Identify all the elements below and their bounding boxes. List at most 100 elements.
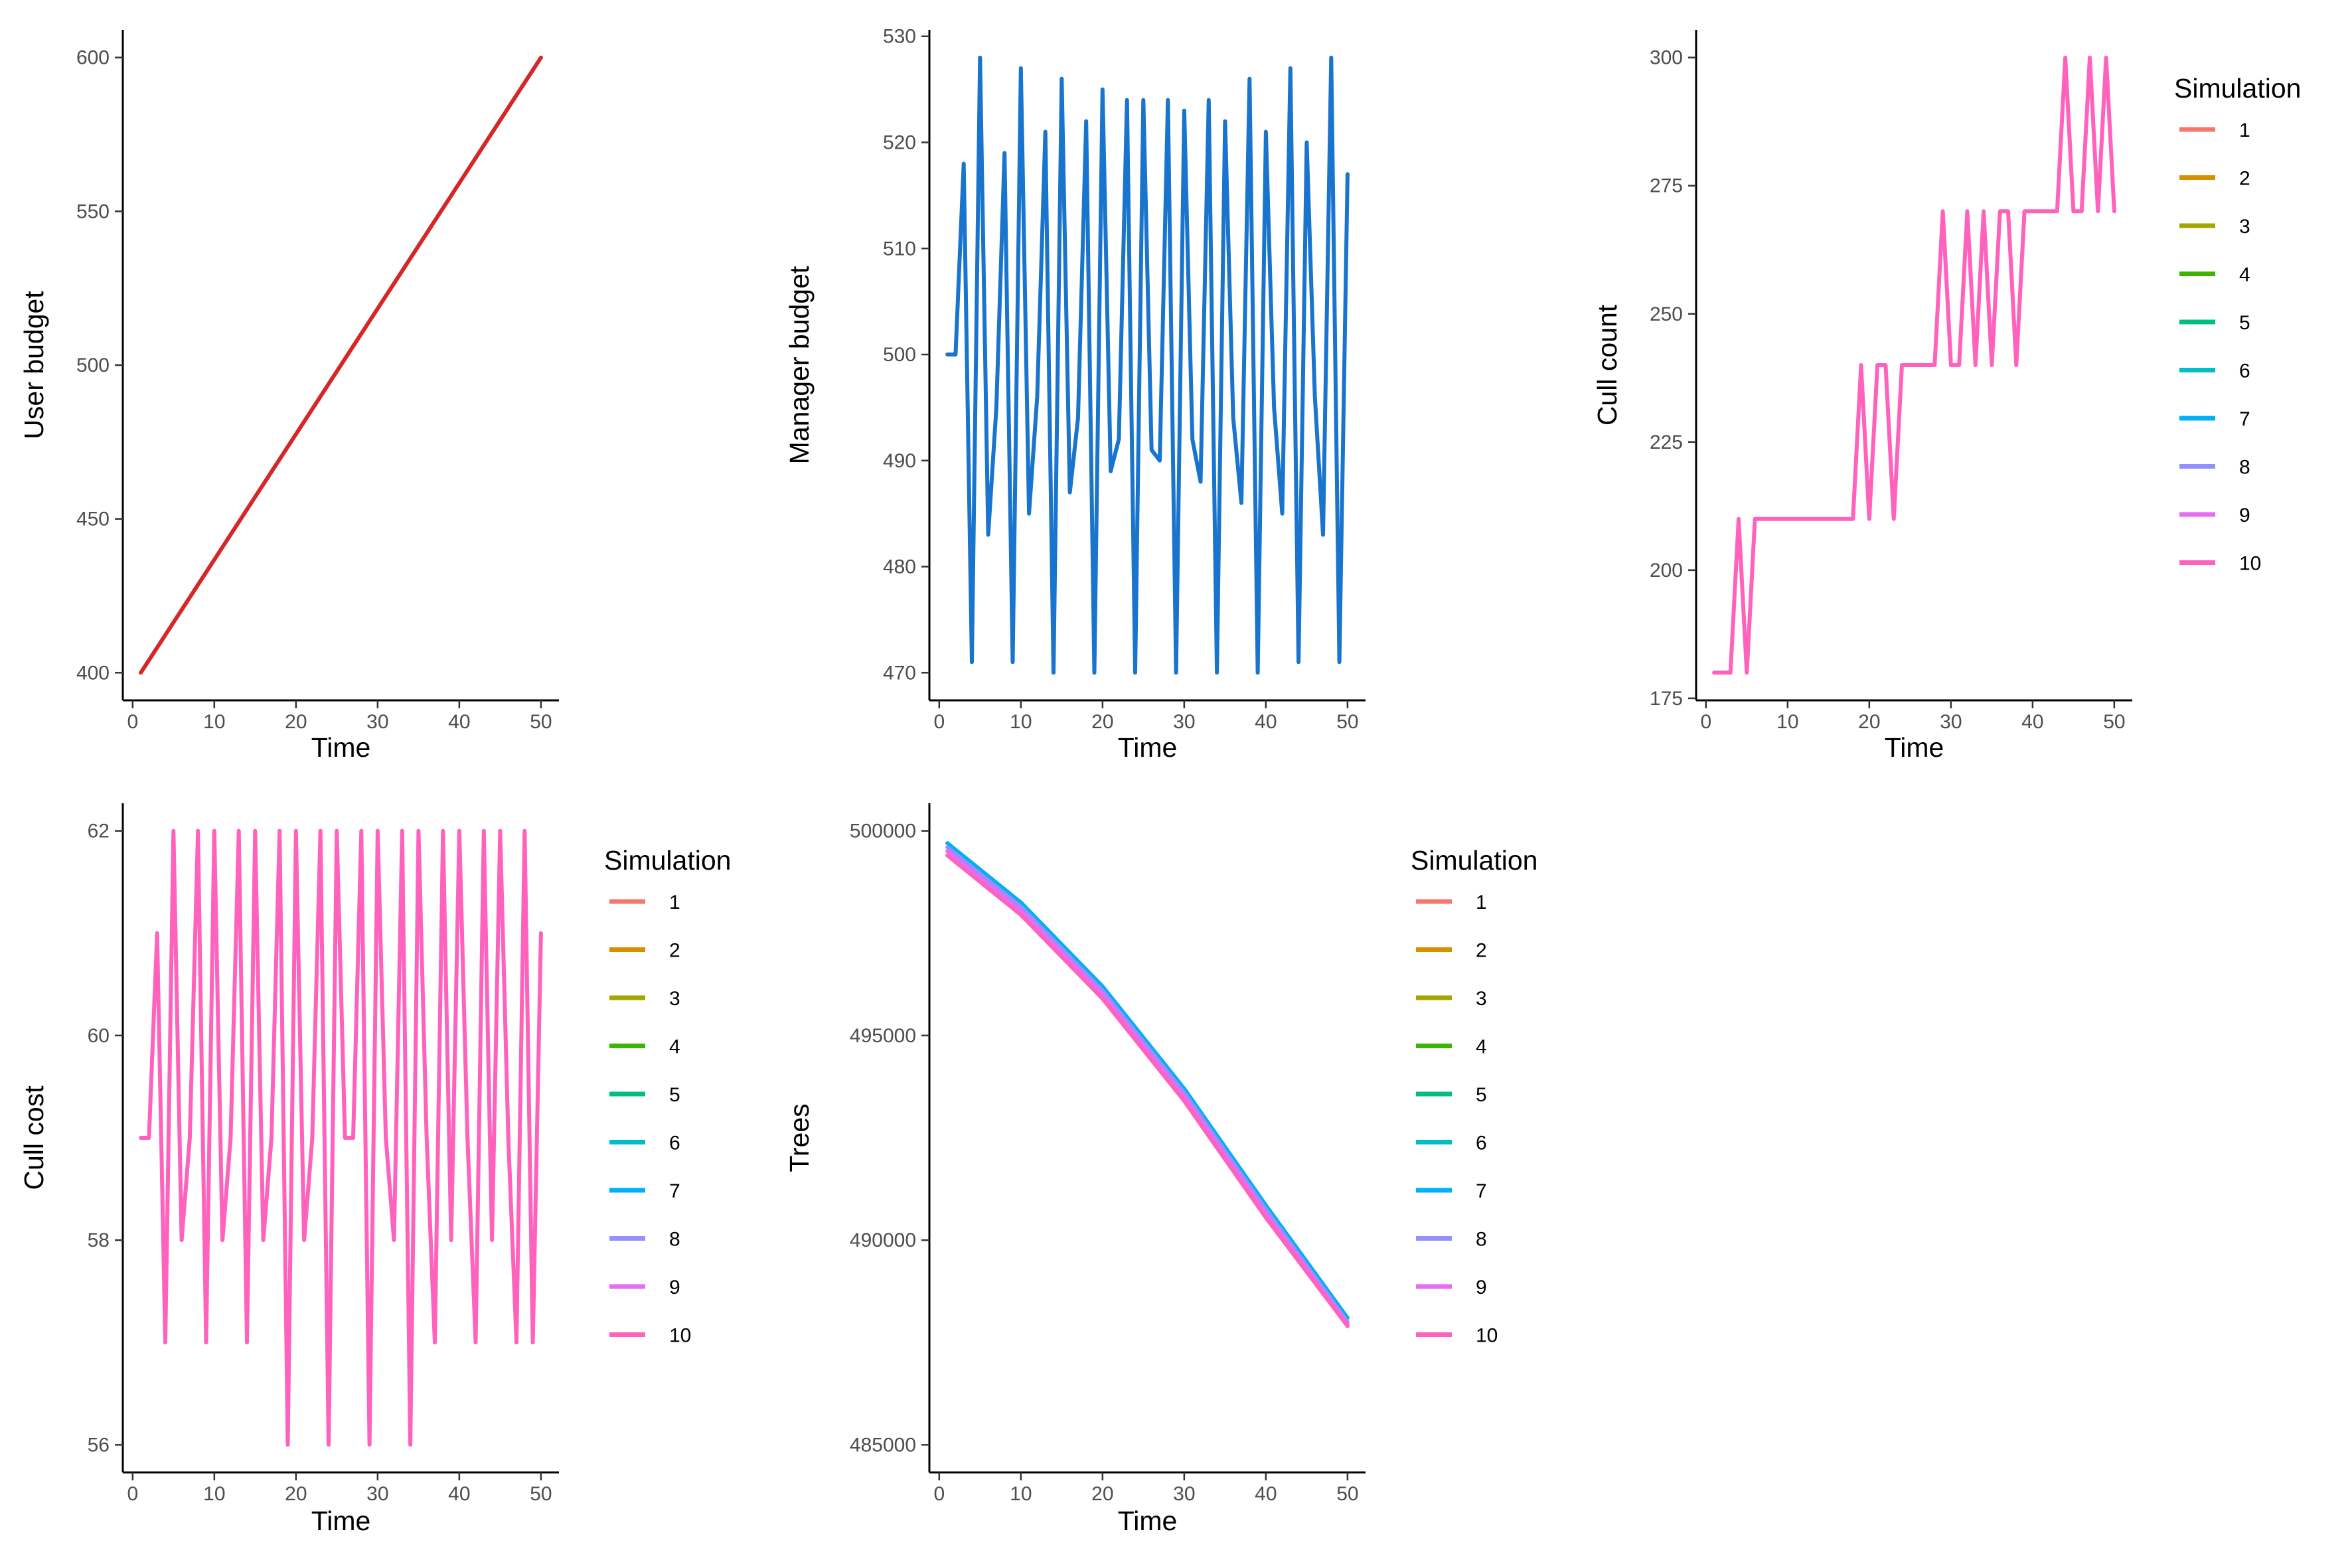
legend-label: 2 (2239, 168, 2250, 190)
series-line (945, 55, 1350, 675)
y-tick-label: 250 (1650, 303, 1683, 325)
legend-label: 7 (1476, 1180, 1487, 1202)
x-tick-label: 20 (285, 711, 307, 733)
legend-label: 3 (669, 988, 680, 1010)
legend-label: 5 (1476, 1084, 1487, 1106)
y-axis-title: User budget (19, 291, 49, 439)
y-tick-label: 550 (76, 200, 110, 222)
y-axis-title: Trees (784, 1103, 815, 1172)
legend-label: 10 (1476, 1325, 1498, 1347)
x-tick-label: 20 (1091, 1483, 1113, 1505)
legend-label: 10 (669, 1325, 691, 1347)
series-line (139, 55, 543, 675)
y-tick-label: 60 (88, 1025, 110, 1047)
y-tick-label: 490 (883, 450, 916, 472)
x-tick-label: 40 (1255, 1483, 1277, 1505)
series-line (945, 853, 1350, 1328)
y-tick-label: 500000 (850, 821, 916, 842)
x-tick-label: 50 (2103, 711, 2125, 733)
panel-cull-count: 0 10 20 30 40 50 1 7 5 200 225 250 275 300 Time Cull co… (1592, 30, 2301, 763)
legend-label: 1 (2239, 119, 2250, 141)
x-axis-title: Time (1885, 732, 1944, 763)
legend-label: 5 (669, 1084, 680, 1106)
y-tick-label: 520 (883, 132, 916, 154)
y-tick-label: 480 (883, 556, 916, 578)
y-tick-label: 530 (883, 26, 916, 48)
legend-label: 5 (2239, 312, 2250, 334)
x-tick-label: 40 (1255, 711, 1277, 733)
legend-label: 4 (1476, 1036, 1487, 1058)
legend-label: 4 (2239, 264, 2250, 286)
x-tick-label: 10 (203, 711, 225, 733)
series-line (945, 841, 1350, 1320)
x-tick-label: 30 (1173, 711, 1195, 733)
y-axis-title: Cull cost (19, 1085, 49, 1190)
x-tick-label: 0 (933, 711, 945, 733)
y-axis-title: Cull count (1592, 304, 1622, 426)
y-tick-label: 450 (76, 509, 110, 530)
x-tick-label: 10 (1776, 711, 1798, 733)
x-tick-label: 40 (448, 1483, 470, 1505)
series-line (945, 845, 1350, 1324)
y-tick-label: 495000 (850, 1025, 916, 1047)
legend: Simulation 1 2 3 4 5 6 7 8 9 10 (604, 845, 731, 1347)
legend: Simulation 1 2 3 4 5 6 7 8 9 10 (2174, 73, 2301, 575)
x-tick-label: 50 (1336, 711, 1358, 733)
y-tick-label: 62 (88, 821, 110, 842)
x-tick-label: 30 (366, 1483, 388, 1505)
legend-label: 6 (1476, 1133, 1487, 1154)
x-tick-label: 50 (530, 1483, 552, 1505)
legend-label: 6 (669, 1133, 680, 1154)
x-tick-label: 0 (127, 711, 138, 733)
legend-label: 2 (1476, 940, 1487, 962)
x-tick-label: 0 (1700, 711, 1711, 733)
legend-label: 10 (2239, 553, 2261, 575)
y-tick-label: 470 (883, 662, 916, 684)
legend-label: 8 (1476, 1229, 1487, 1251)
x-axis-title: Time (311, 1506, 371, 1536)
legend-label: 1 (1476, 892, 1487, 913)
legend-title: Simulation (2174, 73, 2301, 104)
x-tick-label: 50 (530, 711, 552, 733)
legend-label: 2 (669, 940, 680, 962)
legend-title: Simulation (1411, 845, 1537, 876)
legend-label: 3 (2239, 216, 2250, 238)
legend-label: 8 (2239, 457, 2250, 479)
x-tick-label: 40 (448, 711, 470, 733)
y-tick-label: 490000 (850, 1229, 916, 1251)
x-tick-label: 30 (366, 711, 388, 733)
series-line (1712, 55, 2116, 675)
legend-label: 3 (1476, 988, 1487, 1010)
x-tick-label: 30 (1940, 711, 1962, 733)
y-tick-label: 56 (88, 1434, 110, 1456)
panel-manager-budget: 0 10 20 30 40 50 470 480 490 500 510 520 530 Time Mana… (784, 26, 1366, 763)
y-tick-label: 275 (1650, 175, 1683, 197)
y-tick-label: 500 (76, 354, 110, 376)
x-tick-label: 0 (933, 1483, 945, 1505)
legend-label: 7 (2239, 408, 2250, 430)
y-tick-label: 200 (1650, 560, 1683, 582)
legend-label: 9 (1476, 1277, 1487, 1298)
panel-user-budget: 0 10 20 30 40 50 400 450 500 550 600 Time User budge… (19, 30, 559, 763)
legend-label: 4 (669, 1036, 680, 1058)
panel-trees: 0 10 20 30 40 50 485000 490000 495000 500000 Time T… (784, 803, 1537, 1536)
y-tick-label: 510 (883, 238, 916, 260)
series-line (139, 828, 543, 1447)
x-tick-label: 20 (285, 1483, 307, 1505)
legend-label: 7 (669, 1180, 680, 1202)
legend: Simulation 1 2 3 4 5 6 7 8 9 10 (1411, 845, 1537, 1347)
y-tick-label: 225 (1650, 431, 1683, 453)
x-tick-label: 20 (1858, 711, 1880, 733)
y-tick-label: 400 (76, 662, 110, 684)
legend-label: 9 (669, 1277, 680, 1298)
y-tick-label: 300 (1650, 47, 1683, 69)
x-tick-label: 40 (2021, 711, 2043, 733)
legend-label: 1 (669, 892, 680, 913)
x-tick-label: 20 (1091, 711, 1113, 733)
series-line (945, 849, 1350, 1326)
legend-label: 6 (2239, 360, 2250, 382)
x-tick-label: 10 (1010, 711, 1032, 733)
legend-label: 8 (669, 1229, 680, 1251)
